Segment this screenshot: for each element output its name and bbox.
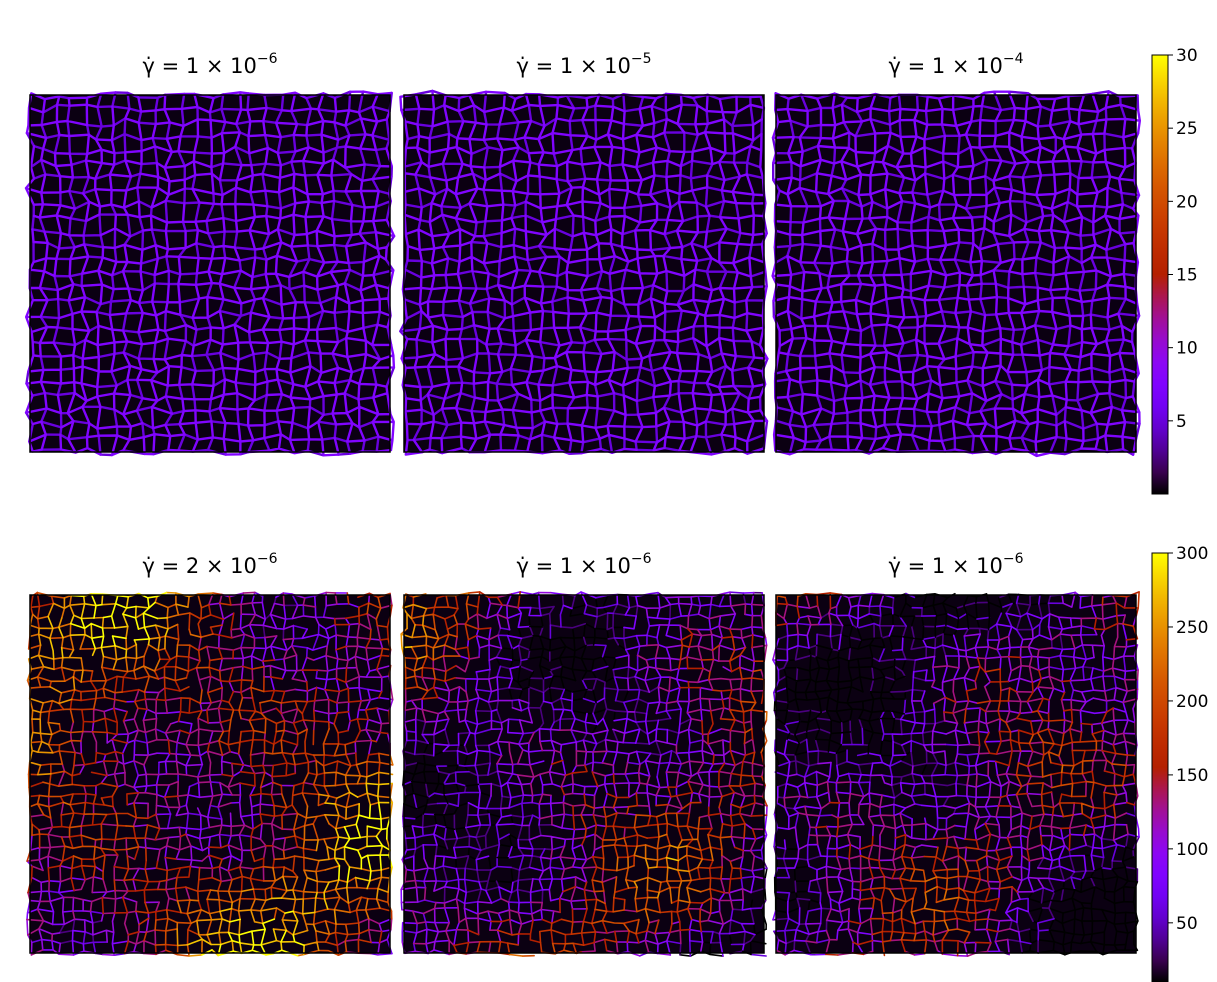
network-texture	[771, 90, 1141, 456]
network-texture	[772, 591, 1140, 956]
panel-title: γ̇ = 1 × 10−6	[142, 51, 277, 78]
title-exponent: −6	[1003, 551, 1024, 567]
network-texture	[773, 591, 1140, 956]
network-texture	[27, 591, 394, 957]
network-texture	[402, 591, 768, 956]
panel-image	[24, 90, 396, 457]
panel-title: γ̇ = 1 × 10−4	[888, 51, 1023, 78]
panel-image	[399, 89, 769, 456]
colorbar-tick-label: 10	[1176, 339, 1198, 359]
colorbar-tick-label: 30	[1176, 46, 1198, 66]
colorbar	[1151, 54, 1169, 495]
colorbar-tick-label: 200	[1176, 692, 1208, 712]
network-texture	[400, 591, 768, 957]
colorbar-tick-label: 300	[1176, 544, 1208, 564]
colorbar-tick-label: 250	[1176, 618, 1208, 638]
network-texture	[771, 90, 1141, 458]
title-exponent: −4	[1003, 51, 1024, 67]
network-texture	[405, 592, 768, 957]
panel-frame	[775, 94, 1137, 453]
network-texture	[772, 591, 1139, 957]
colorbar-tick-label: 20	[1176, 192, 1198, 212]
panel-frame	[403, 594, 765, 954]
network-texture	[26, 591, 394, 956]
panel-image	[26, 591, 394, 957]
panel-frame	[29, 594, 391, 954]
network-texture	[26, 592, 394, 957]
network-texture	[785, 593, 1139, 956]
panel-title: γ̇ = 1 × 10−6	[516, 551, 651, 578]
network-texture	[775, 591, 1140, 957]
panel-title: γ̇ = 1 × 10−6	[888, 551, 1023, 578]
colorbar-tick-label: 25	[1176, 119, 1198, 139]
panel-frame	[29, 94, 391, 453]
title-text: γ̇ = 1 × 10	[516, 54, 630, 78]
panel-title: γ̇ = 2 × 10−6	[142, 551, 277, 578]
title-exponent: −6	[631, 551, 652, 567]
title-text: γ̇ = 1 × 10	[888, 54, 1002, 78]
network-texture	[772, 593, 1140, 956]
network-texture	[814, 658, 1139, 956]
network-texture	[775, 593, 1139, 957]
panel-frame	[403, 94, 765, 453]
panel-image	[772, 591, 1140, 957]
network-texture	[1073, 897, 1127, 936]
network-texture	[58, 596, 299, 956]
panel-title: γ̇ = 1 × 10−5	[516, 51, 651, 78]
colorbar-tick-label: 15	[1176, 266, 1198, 286]
network-texture	[775, 591, 1140, 957]
title-exponent: −5	[631, 51, 652, 67]
panel-background	[404, 595, 764, 953]
network-texture	[776, 593, 1127, 942]
network-texture	[26, 591, 394, 956]
colorbar	[1151, 552, 1169, 982]
network-texture	[528, 636, 588, 689]
network-texture	[26, 591, 393, 956]
network-texture	[910, 764, 1064, 932]
network-texture	[24, 90, 396, 457]
network-texture	[402, 593, 768, 957]
colorbar-tick-label: 100	[1176, 840, 1208, 860]
network-texture	[400, 591, 768, 957]
title-exponent: −6	[257, 51, 278, 67]
panel-image	[771, 90, 1141, 458]
title-text: γ̇ = 1 × 10	[888, 554, 1002, 578]
title-text: γ̇ = 2 × 10	[142, 554, 256, 578]
colorbar-tick-label: 150	[1176, 766, 1208, 786]
network-texture	[27, 591, 393, 956]
network-texture	[400, 591, 768, 957]
network-texture	[400, 603, 690, 899]
panel-frame	[775, 594, 1137, 954]
colorbar-tick-label: 50	[1176, 914, 1198, 934]
title-text: γ̇ = 1 × 10	[142, 54, 256, 78]
network-texture	[24, 90, 396, 457]
network-texture	[402, 625, 767, 956]
network-texture	[403, 591, 768, 956]
title-exponent: −6	[257, 551, 278, 567]
panel-image	[400, 591, 768, 957]
title-text: γ̇ = 1 × 10	[516, 554, 630, 578]
colorbar-tick-label: 5	[1176, 412, 1187, 432]
